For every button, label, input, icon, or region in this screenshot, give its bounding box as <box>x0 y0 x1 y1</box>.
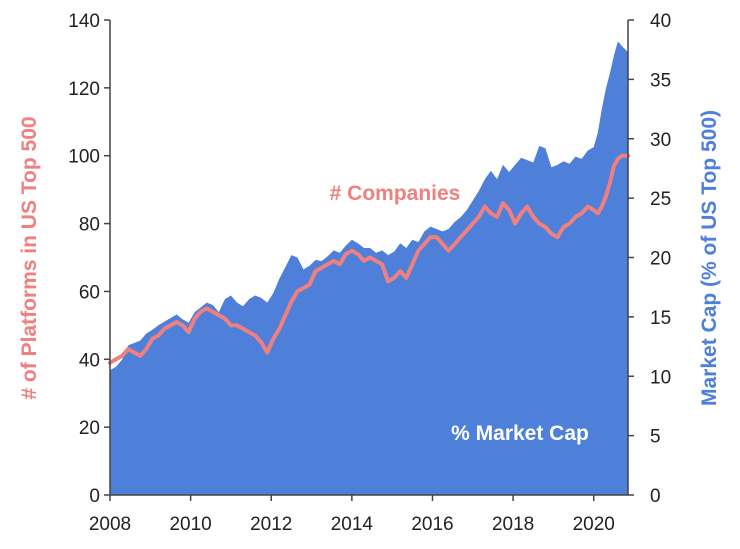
right-axis-label: Market Cap (% of US Top 500) <box>698 110 721 406</box>
market-cap-area <box>110 41 628 496</box>
right-tick-label: 20 <box>650 249 671 270</box>
right-tick-label: 0 <box>650 486 661 507</box>
x-tick-label: 2020 <box>573 514 615 535</box>
left-tick-label: 40 <box>79 350 100 371</box>
market-cap-annotation: % Market Cap <box>451 422 589 445</box>
x-axis-ticks: 2008 2010 2012 2014 2016 2018 2020 <box>89 495 615 535</box>
left-tick-label: 140 <box>68 11 100 32</box>
x-tick-label: 2012 <box>250 514 292 535</box>
right-tick-label: 25 <box>650 189 671 210</box>
left-tick-label: 120 <box>68 79 100 100</box>
x-tick-label: 2018 <box>492 514 534 535</box>
left-tick-label: 0 <box>89 486 100 507</box>
x-tick-label: 2016 <box>411 514 453 535</box>
companies-annotation: # Companies <box>330 182 461 205</box>
left-tick-label: 100 <box>68 147 100 168</box>
companies-line-layer <box>108 153 630 365</box>
right-axis-ticks: 0 5 10 15 20 25 30 35 40 <box>628 11 671 507</box>
right-tick-label: 40 <box>650 11 671 32</box>
right-tick-label: 15 <box>650 308 671 329</box>
right-tick-label: 30 <box>650 130 671 151</box>
left-axis-ticks: 0 20 40 60 80 100 120 140 <box>68 11 110 507</box>
companies-line <box>108 153 630 365</box>
left-tick-label: 20 <box>79 418 100 439</box>
x-tick-label: 2014 <box>331 514 374 535</box>
x-tick-label: 2010 <box>169 514 211 535</box>
right-tick-label: 35 <box>650 70 671 91</box>
market-cap-area-layer <box>110 41 628 496</box>
x-tick-label: 2008 <box>89 514 131 535</box>
right-tick-label: 10 <box>650 367 671 388</box>
left-axis-label: # of Platforms in US Top 500 <box>18 116 41 399</box>
left-tick-label: 80 <box>79 215 100 236</box>
left-tick-label: 60 <box>79 282 100 303</box>
right-tick-label: 5 <box>650 427 661 448</box>
